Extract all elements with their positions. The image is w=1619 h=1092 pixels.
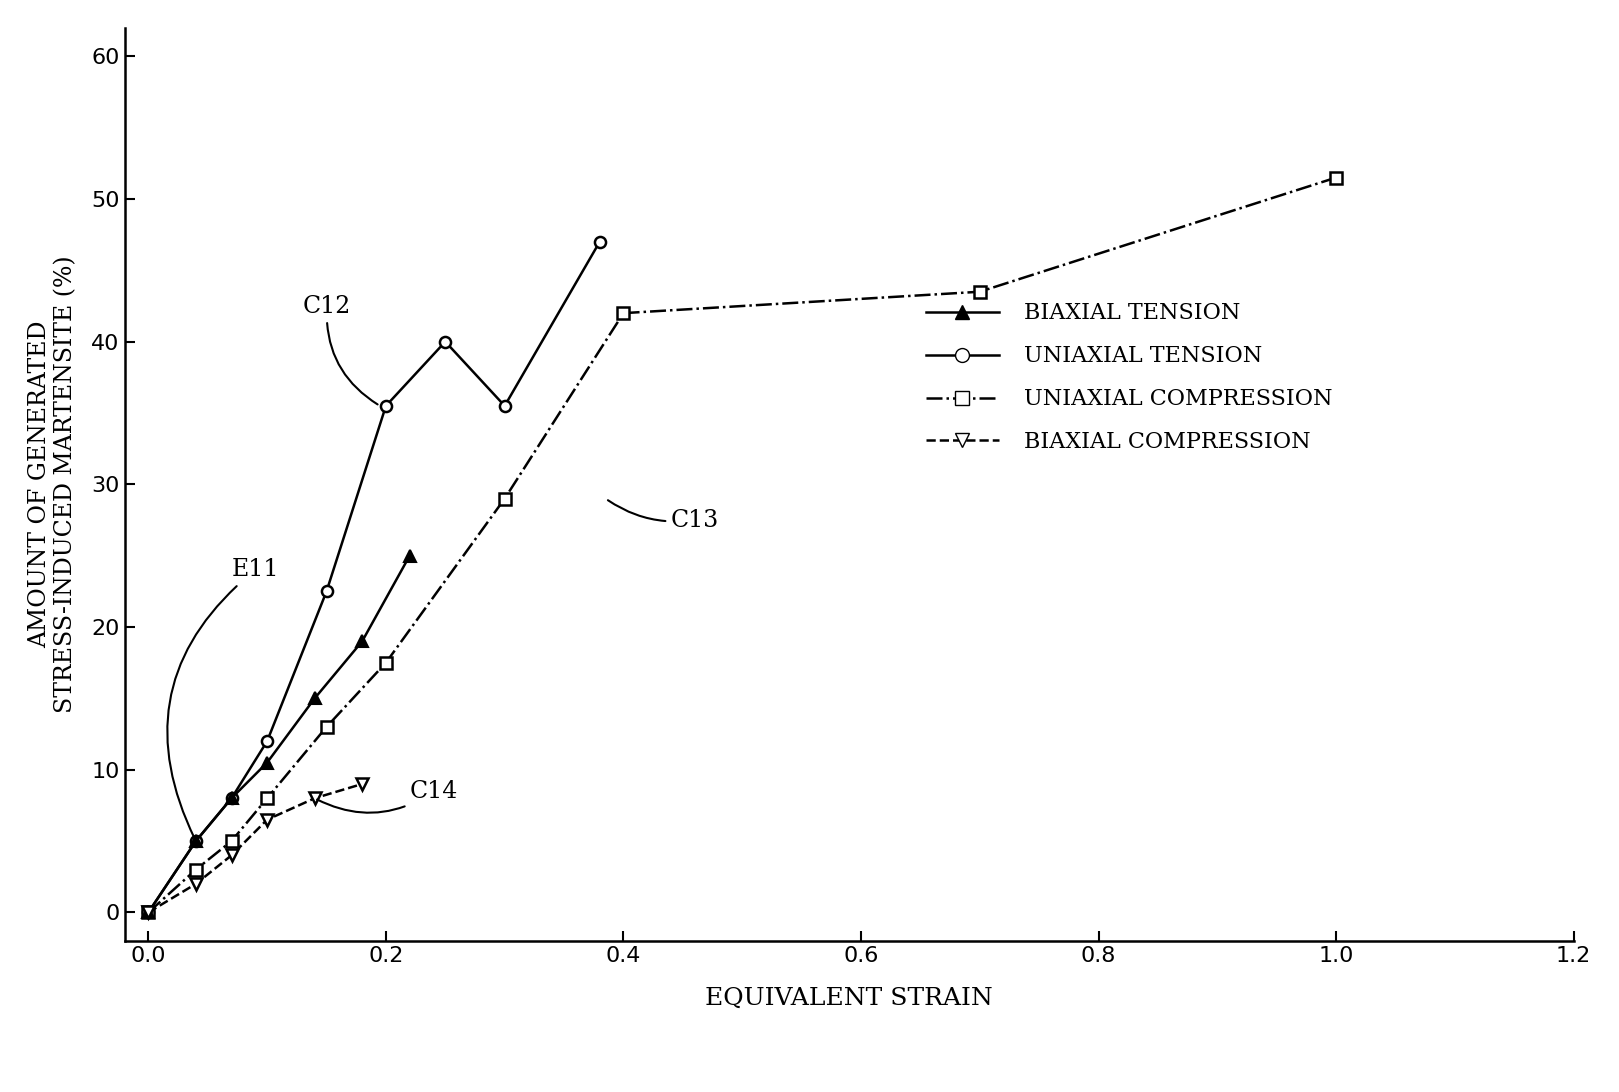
Text: E11: E11 <box>167 558 278 839</box>
Y-axis label: AMOUNT OF GENERATED
STRESS-INDUCED MARTENSITE (%): AMOUNT OF GENERATED STRESS-INDUCED MARTE… <box>28 256 78 713</box>
Text: C14: C14 <box>317 780 458 812</box>
Text: C13: C13 <box>607 500 719 532</box>
Legend: BIAXIAL TENSION, UNIAXIAL TENSION, UNIAXIAL COMPRESSION, BIAXIAL COMPRESSION: BIAXIAL TENSION, UNIAXIAL TENSION, UNIAX… <box>918 294 1341 461</box>
Text: C12: C12 <box>303 295 377 404</box>
X-axis label: EQUIVALENT STRAIN: EQUIVALENT STRAIN <box>706 987 992 1010</box>
